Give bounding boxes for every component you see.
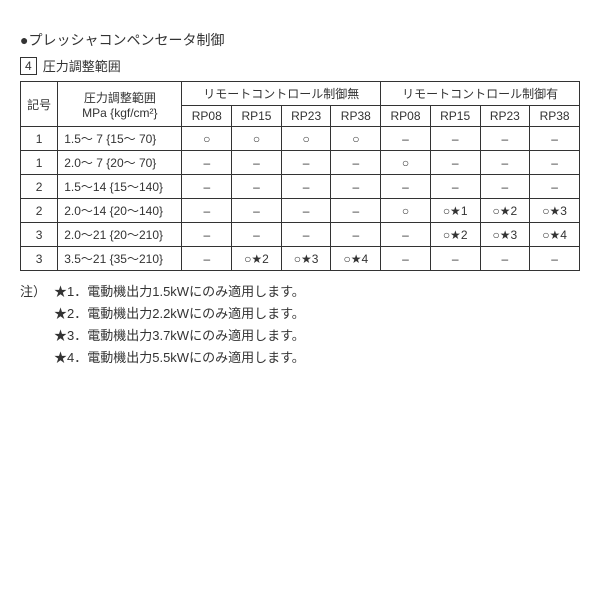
th-rp: RP23 [281,106,331,127]
subheading-text: 圧力調整範囲 [43,56,121,75]
cell-range: 2.0～21 {20～210} [58,223,182,247]
cell-value: – [480,151,530,175]
cell-value: – [331,151,381,175]
cell-value: – [232,151,282,175]
cell-value: – [331,223,381,247]
cell-value: ○ [381,151,431,175]
table-row: 32.0～21 {20～210}–––––○★2○★3○★4 [21,223,580,247]
cell-value: ○ [182,127,232,151]
cell-value: – [530,127,580,151]
cell-kigo: 3 [21,247,58,271]
cell-value: – [480,127,530,151]
th-rp: RP08 [381,106,431,127]
cell-range: 2.0～ 7 {20～ 70} [58,151,182,175]
cell-value: ○★3 [281,247,331,271]
th-range-l1: 圧力調整範囲 [60,89,179,106]
th-rp: RP15 [430,106,480,127]
cell-kigo: 1 [21,151,58,175]
table-row: 21.5～14 {15～140}–––––––– [21,175,580,199]
th-group-yes: リモートコントロール制御有 [381,82,580,106]
cell-kigo: 2 [21,199,58,223]
cell-value: – [430,151,480,175]
note-item: ★2．電動機出力2.2kWにのみ適用します。 [54,303,305,325]
table-row: 12.0～ 7 {20～ 70}––––○––– [21,151,580,175]
cell-value: ○ [381,199,431,223]
cell-kigo: 2 [21,175,58,199]
cell-value: – [381,175,431,199]
note-item: ★4．電動機出力5.5kWにのみ適用します。 [54,347,305,369]
table-row: 11.5～ 7 {15～ 70}○○○○–––– [21,127,580,151]
cell-value: – [281,199,331,223]
cell-range: 2.0～14 {20～140} [58,199,182,223]
cell-value: – [530,175,580,199]
section-heading: ●プレッシャコンペンセータ制御 [20,30,580,50]
notes-body: ★1．電動機出力1.5kWにのみ適用します。★2．電動機出力2.2kWにのみ適用… [54,281,305,369]
cell-kigo: 1 [21,127,58,151]
cell-value: – [182,199,232,223]
cell-value: – [331,199,381,223]
cell-value: – [480,247,530,271]
subheading-row: 4 圧力調整範囲 [20,56,580,75]
th-rp: RP38 [331,106,381,127]
cell-value: – [381,223,431,247]
cell-value: – [182,151,232,175]
cell-value: – [281,175,331,199]
cell-value: – [381,247,431,271]
cell-range: 1.5～ 7 {15～ 70} [58,127,182,151]
cell-value: – [430,247,480,271]
cell-value: – [430,175,480,199]
cell-value: – [232,199,282,223]
cell-value: – [480,175,530,199]
th-range-l2: MPa {kgf/cm²} [60,106,179,120]
subheading-boxnum: 4 [20,57,37,75]
cell-value: – [281,223,331,247]
cell-value: ○★2 [480,199,530,223]
cell-value: ○★4 [331,247,381,271]
th-kigo: 記号 [21,82,58,127]
cell-value: – [530,151,580,175]
cell-value: ○ [281,127,331,151]
note-item: ★3．電動機出力3.7kWにのみ適用します。 [54,325,305,347]
cell-value: ○★2 [232,247,282,271]
th-rp: RP15 [232,106,282,127]
cell-value: ○★1 [430,199,480,223]
cell-value: – [530,247,580,271]
note-item: ★1．電動機出力1.5kWにのみ適用します。 [54,281,305,303]
cell-value: – [331,175,381,199]
cell-value: ○ [232,127,282,151]
cell-value: – [232,175,282,199]
cell-value: ○★3 [530,199,580,223]
cell-range: 1.5～14 {15～140} [58,175,182,199]
notes-section: 注） ★1．電動機出力1.5kWにのみ適用します。★2．電動機出力2.2kWにの… [20,281,580,369]
table-body: 11.5～ 7 {15～ 70}○○○○––––12.0～ 7 {20～ 70}… [21,127,580,271]
cell-value: ○★4 [530,223,580,247]
cell-value: – [381,127,431,151]
cell-value: – [182,247,232,271]
th-range: 圧力調整範囲 MPa {kgf/cm²} [58,82,182,127]
cell-value: – [430,127,480,151]
cell-kigo: 3 [21,223,58,247]
table-row: 22.0～14 {20～140}––––○○★1○★2○★3 [21,199,580,223]
cell-value: – [182,175,232,199]
cell-value: ○★3 [480,223,530,247]
cell-range: 3.5～21 {35～210} [58,247,182,271]
cell-value: – [281,151,331,175]
table-row: 33.5～21 {35～210}–○★2○★3○★4–––– [21,247,580,271]
th-rp: RP23 [480,106,530,127]
cell-value: – [182,223,232,247]
cell-value: ○ [331,127,381,151]
spec-table: 記号 圧力調整範囲 MPa {kgf/cm²} リモートコントロール制御無 リモ… [20,81,580,271]
th-rp: RP38 [530,106,580,127]
notes-label: 注） [20,281,54,369]
cell-value: ○★2 [430,223,480,247]
cell-value: – [232,223,282,247]
th-group-no: リモートコントロール制御無 [182,82,381,106]
th-rp: RP08 [182,106,232,127]
